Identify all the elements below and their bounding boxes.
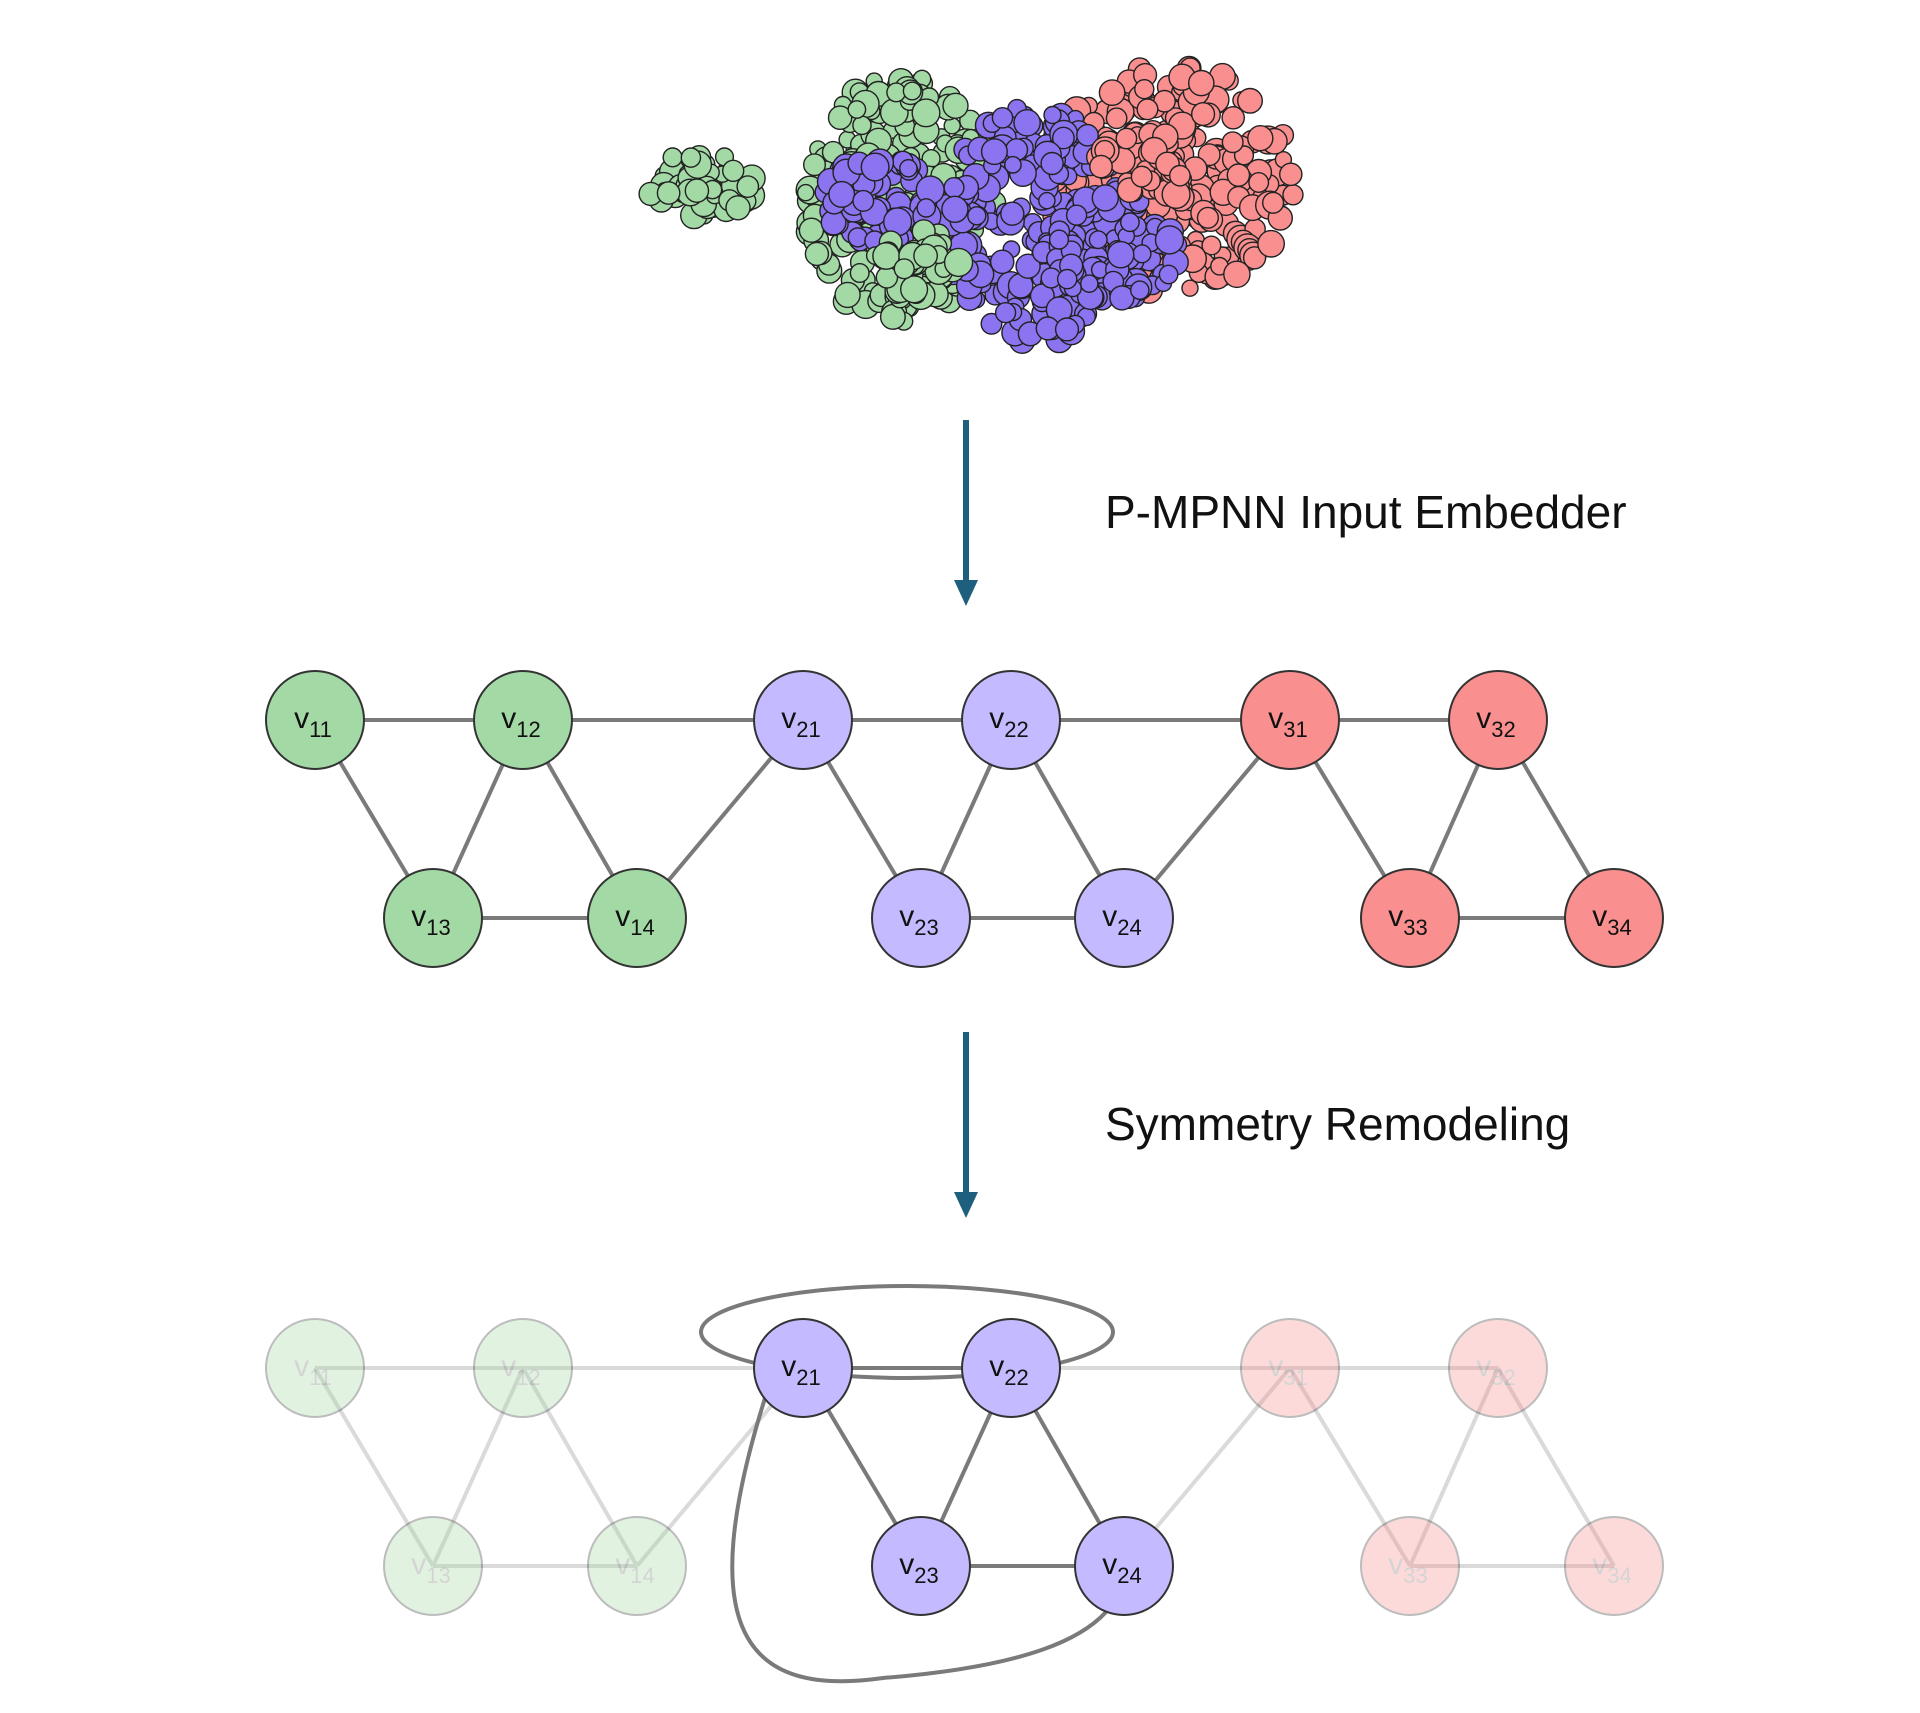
node-label: v32	[1476, 1350, 1515, 1390]
node-label: v32	[1476, 702, 1515, 742]
node-label: v11	[294, 1350, 332, 1390]
graph-node-v32: v32	[1448, 1318, 1548, 1418]
graph-edge	[521, 1367, 639, 1567]
node-label: v13	[411, 900, 450, 940]
graph-node-v12: v12	[473, 670, 573, 770]
graph-node-v24: v24	[1074, 1516, 1174, 1616]
graph-node-v14: v14	[587, 868, 687, 968]
graph-node-v13: v13	[383, 1516, 483, 1616]
node-label: v12	[501, 702, 540, 742]
graph-node-v21: v21	[753, 670, 853, 770]
graph-node-v34: v34	[1564, 1516, 1664, 1616]
graph-node-v22: v22	[961, 670, 1061, 770]
symmetry-step-label: Symmetry Remodeling	[1105, 1098, 1570, 1150]
graph-node-v14: v14	[587, 1516, 687, 1616]
graph-node-v11: v11	[265, 670, 365, 770]
symmetry-edge-curve	[730, 1397, 1108, 1684]
graph-node-v13: v13	[383, 868, 483, 968]
graph-node-v12: v12	[473, 1318, 573, 1418]
node-label: v24	[1102, 1548, 1141, 1588]
node-label: v21	[781, 1350, 820, 1390]
node-label: v33	[1388, 900, 1427, 940]
protein-complex-icon	[638, 55, 1304, 354]
symmetry-edge-loop	[699, 1284, 1115, 1380]
graph-node-v22: v22	[961, 1318, 1061, 1418]
node-label: v22	[989, 1350, 1028, 1390]
graph-node-v31: v31	[1240, 670, 1340, 770]
graph-node-v34: v34	[1564, 868, 1664, 968]
graph-edge	[1496, 1366, 1616, 1568]
graph-edge	[1288, 1366, 1412, 1568]
node-label: v11	[294, 702, 332, 742]
graph-edge	[313, 1366, 435, 1568]
graph-node-v23: v23	[871, 1516, 971, 1616]
node-label: v24	[1102, 900, 1141, 940]
graph-node-v32: v32	[1448, 670, 1548, 770]
symmetry-remodeled-graph: v11 v12 v13 v14 v21 v22 v23 v24 v31 v32 v33 v34	[265, 1284, 1664, 1684]
graph-node-v11: v11	[265, 1318, 365, 1418]
node-label: v14	[615, 900, 654, 940]
node-label: v33	[1388, 1548, 1427, 1588]
graph-node-v24: v24	[1074, 868, 1174, 968]
symmetry-arrow	[954, 1032, 978, 1218]
node-label: v12	[501, 1350, 540, 1390]
node-label: v14	[615, 1548, 654, 1588]
node-label: v23	[899, 900, 938, 940]
graph-edge	[1408, 1367, 1500, 1567]
node-label: v22	[989, 702, 1028, 742]
graph-edge	[431, 1367, 525, 1567]
embed-arrow	[954, 420, 978, 606]
graph-node-v33: v33	[1360, 1516, 1460, 1616]
residue-graph: v11 v12 v13 v14 v21 v22 v23 v24 v31 v32 v33 v34	[265, 670, 1664, 968]
graph-node-v33: v33	[1360, 868, 1460, 968]
node-label: v13	[411, 1548, 450, 1588]
node-label: v21	[781, 702, 820, 742]
node-label: v31	[1268, 702, 1307, 742]
node-label: v31	[1268, 1350, 1307, 1390]
graph-node-v31: v31	[1240, 1318, 1340, 1418]
embed-step-label: P-MPNN Input Embedder	[1105, 486, 1627, 538]
node-label: v34	[1592, 1548, 1631, 1588]
graph-node-v23: v23	[871, 868, 971, 968]
graph-node-v21: v21	[753, 1318, 853, 1418]
node-label: v23	[899, 1548, 938, 1588]
node-label: v34	[1592, 900, 1631, 940]
